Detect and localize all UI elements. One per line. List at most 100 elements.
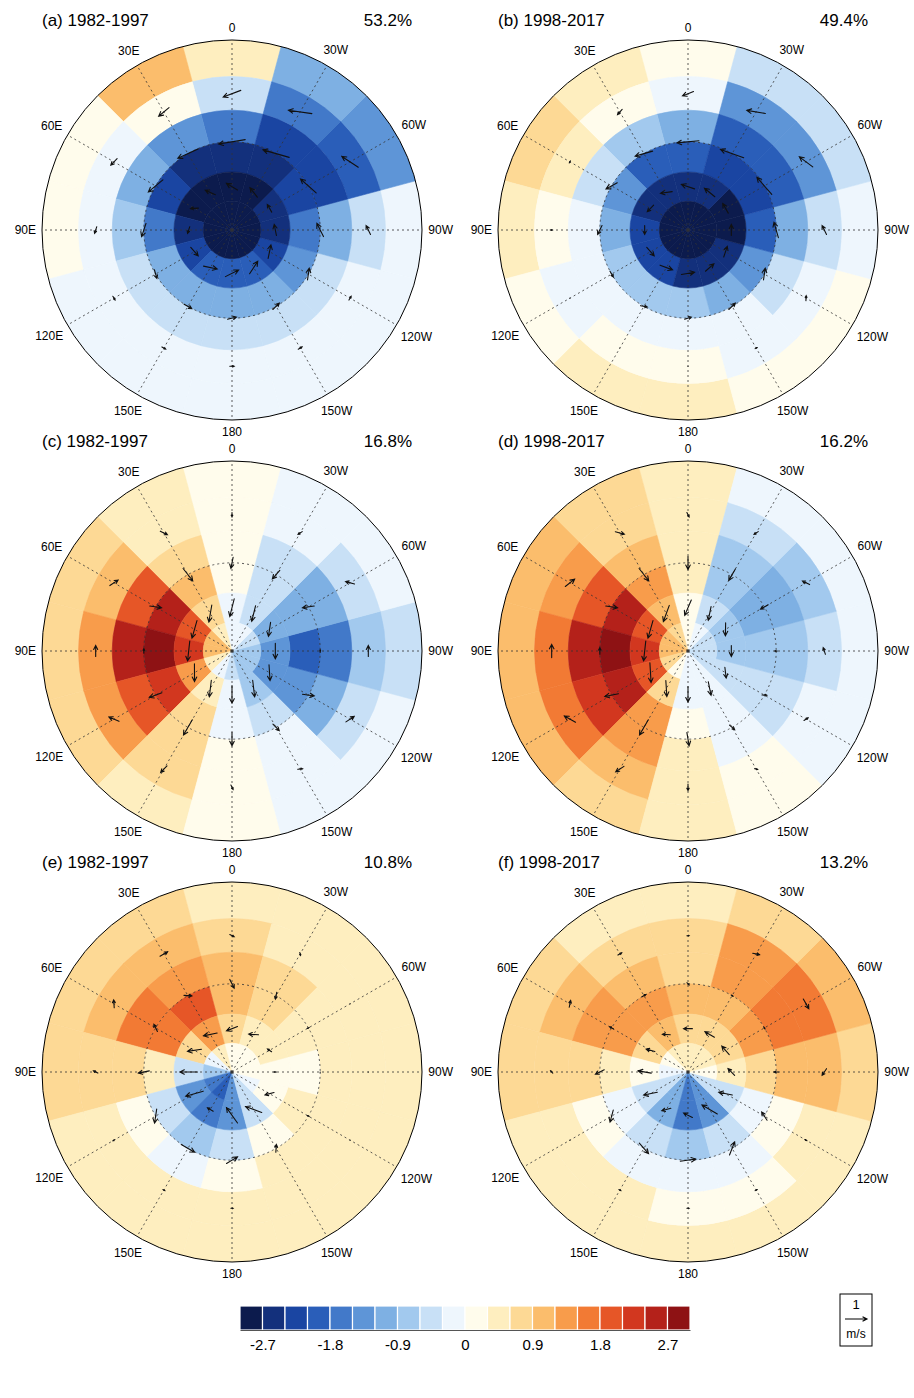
map-area xyxy=(42,40,422,420)
wind-vector xyxy=(704,188,714,197)
meridian xyxy=(232,40,233,230)
meridian xyxy=(593,1072,688,1237)
map-boundary xyxy=(42,882,422,1262)
colorbar-box xyxy=(398,1306,421,1330)
field-cell xyxy=(639,40,737,82)
lon-label: 60E xyxy=(41,961,62,975)
wind-vector xyxy=(301,179,317,193)
wind-vector xyxy=(350,1003,351,1004)
meridian xyxy=(67,651,232,746)
wind-vector xyxy=(180,1070,198,1075)
colorbar-tick-label: 2.7 xyxy=(658,1336,679,1353)
field-cell xyxy=(498,602,540,700)
wind-vector xyxy=(681,184,694,189)
meridian xyxy=(232,135,397,230)
meridian xyxy=(498,1072,688,1073)
meridian xyxy=(523,651,688,746)
wind-vector xyxy=(300,952,301,955)
reference-vector: 1m/s xyxy=(840,1294,872,1346)
lon-label: 60E xyxy=(497,119,518,133)
lon-label: 90E xyxy=(15,644,36,658)
lon-label: 180 xyxy=(222,846,242,860)
lon-label: 120E xyxy=(491,1171,519,1185)
lon-label: 90W xyxy=(884,1065,909,1079)
lon-label: 60W xyxy=(858,539,883,553)
meridian xyxy=(232,230,327,395)
lon-label: 0 xyxy=(685,863,692,877)
wind-vector xyxy=(754,532,758,535)
wind-vector xyxy=(208,680,213,697)
field-cell xyxy=(639,461,737,503)
field-cell xyxy=(42,181,84,279)
wind-vector xyxy=(112,1000,115,1008)
lon-label: 150W xyxy=(777,404,809,418)
wind-vector xyxy=(191,247,198,255)
wind-vector xyxy=(298,768,303,770)
colorbar-box xyxy=(353,1306,376,1330)
lon-label: 150E xyxy=(114,1246,142,1260)
meridian xyxy=(688,907,783,1072)
wind-vector xyxy=(342,156,358,167)
wind-vector xyxy=(774,1071,778,1073)
wind-vector xyxy=(300,1190,301,1191)
lon-label: 120W xyxy=(401,751,433,765)
meridian xyxy=(232,907,327,1072)
colorbar-box xyxy=(600,1306,623,1330)
panel: 030E60E90E120E150E180150W120W90W60W30W(f… xyxy=(471,853,910,1281)
wind-vector xyxy=(187,227,190,234)
wind-vector xyxy=(230,935,234,937)
meridian xyxy=(232,230,397,325)
wind-vector xyxy=(188,1048,202,1052)
lon-label: 90W xyxy=(428,1065,453,1079)
meridian xyxy=(232,1072,327,1237)
variance-label: 10.8% xyxy=(364,853,412,872)
wind-vector xyxy=(181,1145,194,1153)
field-cell xyxy=(639,799,737,841)
panel-title: (f) 1998-2017 xyxy=(498,853,600,872)
wind-vector xyxy=(642,641,647,661)
wind-vector xyxy=(306,268,310,280)
variance-label: 16.2% xyxy=(820,432,868,451)
wind-vector xyxy=(192,664,197,682)
wind-vector xyxy=(799,157,812,167)
wind-vector xyxy=(802,581,809,585)
lon-label: 30E xyxy=(574,44,595,58)
wind-vector xyxy=(684,600,691,615)
wind-vector xyxy=(265,1092,274,1095)
wind-vector xyxy=(191,207,199,210)
wind-vector xyxy=(724,246,728,257)
wind-vector xyxy=(227,1157,238,1164)
field-cell xyxy=(688,623,708,651)
map-area xyxy=(42,461,422,841)
wind-vector xyxy=(263,149,289,157)
wind-vector xyxy=(113,296,115,300)
wind-vector xyxy=(230,686,235,704)
colorbar-box xyxy=(240,1306,263,1330)
wind-vector xyxy=(687,366,688,367)
wind-vector xyxy=(246,1106,262,1113)
wind-vector xyxy=(644,1092,658,1096)
field-cell xyxy=(183,40,281,82)
lon-label: 60E xyxy=(497,961,518,975)
wind-vector xyxy=(366,226,370,235)
colorbar-tick: 0.9 xyxy=(523,1330,544,1353)
map-boundary xyxy=(498,461,878,841)
lon-label: 60W xyxy=(402,539,427,553)
wind-vector xyxy=(719,1091,733,1095)
wind-vector xyxy=(320,1071,321,1072)
colorbar-box xyxy=(443,1306,466,1330)
lon-label: 30E xyxy=(118,465,139,479)
lon-label: 150E xyxy=(114,825,142,839)
meridian xyxy=(688,651,853,746)
meridian xyxy=(232,882,233,1072)
meridian xyxy=(137,230,232,395)
wind-vector xyxy=(731,995,733,996)
colorbar-tick-label: -2.7 xyxy=(250,1336,276,1353)
wind-vector xyxy=(288,109,311,114)
wind-vector xyxy=(755,348,757,349)
meridian xyxy=(137,1072,232,1237)
wind-vector xyxy=(762,268,766,280)
wind-vector xyxy=(677,140,699,145)
field-cell xyxy=(836,602,878,700)
colorbar-box xyxy=(488,1306,511,1330)
